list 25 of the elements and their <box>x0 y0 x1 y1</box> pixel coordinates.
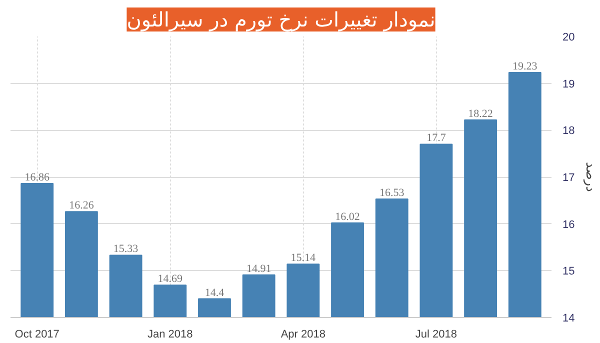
y-tick-label: 17 <box>562 172 575 184</box>
data-label: 18.22 <box>468 108 493 120</box>
chart-title: نمودار تغییرات نرخ تورم در سیرالئون <box>126 8 436 32</box>
data-label: 16.86 <box>24 172 50 184</box>
data-label: 14.4 <box>204 286 225 299</box>
data-label: 16.53 <box>379 187 405 200</box>
data-label: 14.69 <box>158 273 184 286</box>
y-tick-label: 16 <box>562 218 575 231</box>
data-label: 16.02 <box>335 210 360 223</box>
x-tick-label: Jan 2018 <box>148 328 193 340</box>
y-tick-label: 18 <box>562 125 575 138</box>
y-tick-label: 20 <box>562 32 575 44</box>
data-label: 17.7 <box>426 132 446 144</box>
data-label: 14.91 <box>246 262 272 275</box>
x-tick-label: Jul 2018 <box>415 328 458 340</box>
y-axis-title: درصد <box>582 162 598 192</box>
x-tick-label: Oct 2017 <box>14 328 60 340</box>
data-label: 19.23 <box>512 60 538 73</box>
data-label: 15.33 <box>113 243 139 256</box>
data-label: 15.14 <box>290 252 316 264</box>
y-tick-label: 15 <box>562 266 575 278</box>
data-label: 16.26 <box>69 200 94 212</box>
y-tick-label: 19 <box>562 78 575 90</box>
x-tick-label: Apr 2018 <box>280 328 326 340</box>
y-tick-label: 14 <box>562 312 575 324</box>
